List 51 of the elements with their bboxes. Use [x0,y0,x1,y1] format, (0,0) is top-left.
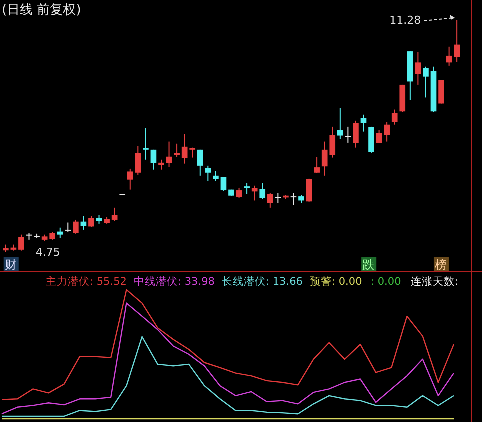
candlestick [213,170,219,182]
series-label: 中线潜伏: 33.98 [134,275,215,288]
candlestick [392,109,398,126]
candlestick [454,20,460,62]
candlestick [143,128,149,160]
candlestick [112,207,118,222]
candlestick [197,149,204,176]
candlestick [260,182,266,200]
candlestick [267,192,274,208]
candlestick [275,192,282,204]
candlestick [353,120,359,148]
candlestick [182,134,188,164]
series-label: 主力潜伏: 55.52 [46,275,127,288]
text: 长线潜伏: 13.66 [222,275,304,288]
candlestick [88,216,94,228]
candlestick [236,187,242,198]
candlestick [360,114,367,132]
text: 财 [4,258,17,272]
candlestick [73,219,79,234]
candlestick [337,108,344,140]
candlestick [57,227,64,239]
text: 跌 [362,258,375,272]
candlestick [446,46,452,66]
candlestick [290,192,297,206]
candlestick [306,178,312,202]
candlestick [244,182,250,194]
candlestick [65,222,72,233]
candlestick [18,234,24,252]
candlestick [205,165,212,182]
candlestick [314,156,320,174]
candlestick [345,126,352,144]
text: 连涨天数: [411,276,459,288]
annotation: 11.28 [390,14,422,27]
text: 榜 [434,258,447,272]
candlestick [174,143,180,158]
candlestick [220,176,227,192]
text: : 0.00 [371,276,402,288]
text: 预警: 0.00 [310,276,362,288]
candlestick [252,185,258,202]
candlestick [166,141,172,168]
chart-title: (日线 前复权) [2,3,82,18]
candlestick [415,52,422,86]
candlestick [158,159,164,170]
annotation: 4.75 [36,246,60,259]
candlestick [384,122,390,142]
candlestick [376,130,382,144]
candlestick [150,149,157,170]
candlestick [438,80,444,104]
candlestick [80,216,87,230]
candlestick [190,147,196,158]
candlestick [423,66,429,98]
